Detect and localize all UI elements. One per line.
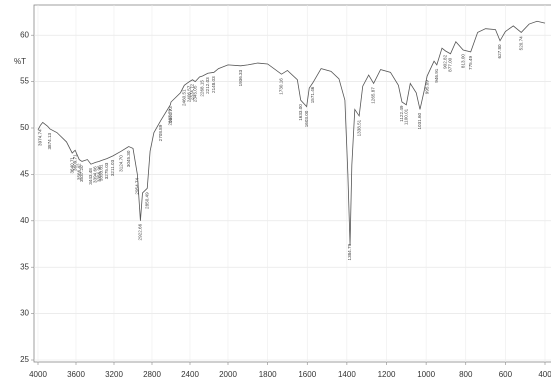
- peak-label: 3275.03: [104, 162, 109, 179]
- peak-label: 2268.15: [200, 80, 205, 97]
- peak-label: 2708.89: [158, 124, 163, 141]
- peak-label: 3537.20: [79, 165, 84, 182]
- peak-label: 1633.00: [298, 104, 303, 121]
- y-tick-label: 45: [20, 170, 29, 179]
- y-tick-label: 25: [20, 355, 29, 364]
- x-tick-label: 1200: [378, 370, 396, 379]
- y-axis-label: %T: [14, 57, 26, 66]
- peak-label: 2954.74: [135, 178, 140, 195]
- peak-label: 3211.03: [110, 159, 115, 176]
- y-tick-label: 55: [20, 77, 29, 86]
- peak-label: 2345.05: [192, 85, 197, 102]
- peak-label: 3333.81: [99, 164, 104, 181]
- x-tick-label: 1600: [298, 370, 316, 379]
- peak-label: 2374.72: [190, 83, 195, 100]
- peak-label: 2406.57: [187, 85, 192, 102]
- x-tick-label: 400: [538, 370, 551, 379]
- peak-label: 3045.30: [126, 150, 131, 167]
- peak-label: 3566.42: [76, 163, 81, 180]
- peak-label: 3394.66: [93, 166, 98, 183]
- peak-label: 2460.51: [181, 89, 186, 106]
- peak-label: 3974.74: [38, 129, 43, 146]
- y-tick-label: 35: [20, 262, 29, 271]
- peak-label: 1338.51: [356, 119, 361, 136]
- x-tick-label: 2800: [143, 370, 161, 379]
- x-tick-label: 1400: [338, 370, 356, 379]
- x-tick-label: 800: [459, 370, 473, 379]
- x-tick-label: 600: [499, 370, 513, 379]
- peak-label: 1122.49: [399, 105, 404, 122]
- peak-label: 3356.96: [96, 165, 101, 182]
- peak-label: 2922.66: [138, 223, 143, 240]
- peak-label: 1571.46: [310, 86, 315, 103]
- peak-label: 813.00: [460, 54, 465, 68]
- peak-label: 995.09: [424, 80, 429, 94]
- peak-label: 2850.49: [144, 192, 149, 209]
- peak-label: 3609.71: [72, 154, 77, 171]
- peak-label: 2600.73: [168, 106, 173, 123]
- x-tick-label: 1000: [417, 370, 435, 379]
- x-tick-label: 2000: [219, 370, 237, 379]
- peak-label: 3640.71: [69, 156, 74, 173]
- x-tick-label: 1800: [259, 370, 277, 379]
- peak-label: 520.74: [518, 36, 523, 50]
- peak-label: 1936.33: [238, 69, 243, 86]
- x-tick-label: 3600: [67, 370, 85, 379]
- plot-frame: [33, 4, 551, 363]
- peak-label: 1603.00: [304, 110, 309, 127]
- peak-label: 1730.16: [279, 78, 284, 95]
- spectrum-line: [37, 20, 546, 245]
- y-tick-label: 30: [20, 309, 29, 318]
- peak-label: 2212.03: [205, 77, 210, 94]
- peak-label: 1100.01: [404, 108, 409, 125]
- peak-label: 3124.70: [118, 155, 123, 172]
- peak-label: 1031.60: [417, 112, 422, 129]
- peak-label: 2148.03: [211, 76, 216, 93]
- y-tick-label: 50: [20, 123, 29, 132]
- peak-label: 2607.79: [167, 108, 172, 125]
- peak-label: 946.91: [434, 68, 439, 82]
- y-tick-label: 40: [20, 216, 29, 225]
- peak-label: 3874.13: [47, 132, 52, 149]
- x-tick-label: 2400: [181, 370, 199, 379]
- y-tick-label: 60: [20, 30, 29, 39]
- peak-label: 902.82: [443, 54, 448, 68]
- peak-label: 1265.87: [371, 87, 376, 104]
- peak-label: 1384.79: [347, 243, 352, 260]
- x-tick-label: 3200: [105, 370, 123, 379]
- peak-label: 3443.48: [88, 168, 93, 185]
- x-tick-label: 4000: [29, 370, 47, 379]
- peak-label: 877.00: [448, 57, 453, 71]
- peak-label: 775.49: [468, 55, 473, 69]
- peak-label: 627.80: [497, 44, 502, 58]
